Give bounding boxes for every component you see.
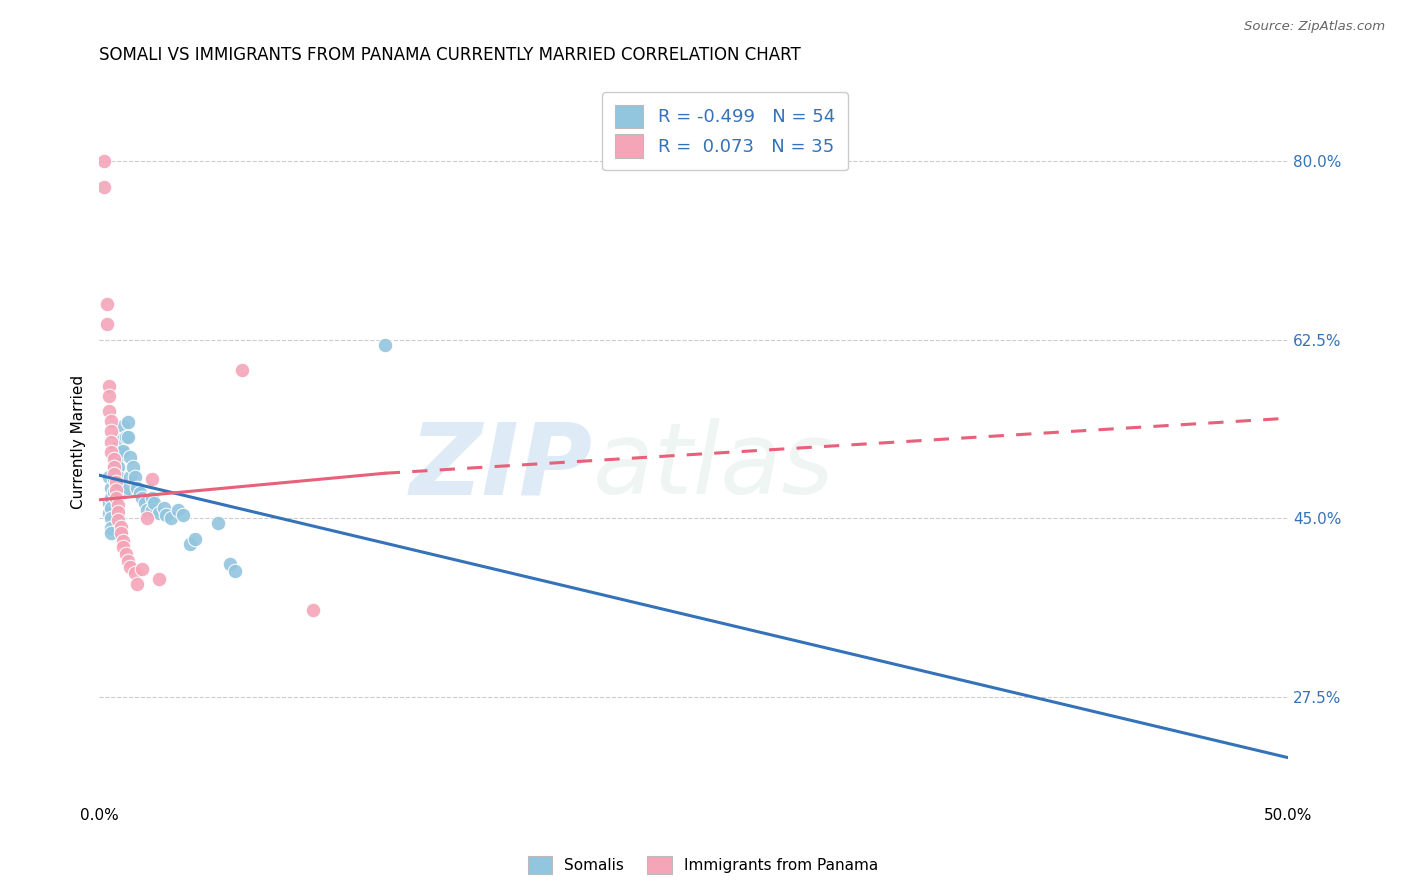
Point bbox=[112, 484, 135, 499]
Point bbox=[231, 363, 253, 377]
Point bbox=[148, 572, 170, 586]
Point bbox=[152, 500, 174, 515]
Point bbox=[110, 526, 132, 541]
Point bbox=[103, 467, 125, 482]
Legend: Somalis, Immigrants from Panama: Somalis, Immigrants from Panama bbox=[522, 850, 884, 880]
Point bbox=[107, 460, 129, 475]
Point bbox=[100, 434, 122, 449]
Point bbox=[105, 483, 128, 497]
Point bbox=[219, 557, 242, 571]
Point bbox=[97, 378, 120, 392]
Point bbox=[110, 429, 132, 443]
Point bbox=[93, 154, 115, 169]
Point bbox=[128, 485, 150, 500]
Point bbox=[100, 526, 122, 541]
Point bbox=[155, 508, 177, 522]
Point bbox=[100, 481, 122, 495]
Point bbox=[134, 496, 156, 510]
Point bbox=[105, 491, 128, 505]
Point bbox=[159, 511, 181, 525]
Point bbox=[120, 470, 142, 484]
Point bbox=[100, 445, 122, 459]
Point bbox=[103, 460, 125, 475]
Point bbox=[112, 443, 135, 458]
Point bbox=[107, 498, 129, 512]
Point bbox=[100, 414, 122, 428]
Point bbox=[374, 338, 396, 352]
Point bbox=[107, 513, 129, 527]
Point bbox=[172, 508, 194, 522]
Point bbox=[100, 511, 122, 525]
Text: Source: ZipAtlas.com: Source: ZipAtlas.com bbox=[1244, 20, 1385, 33]
Point bbox=[100, 521, 122, 535]
Point bbox=[97, 506, 120, 520]
Point bbox=[105, 475, 128, 490]
Point bbox=[148, 506, 170, 520]
Point bbox=[141, 472, 163, 486]
Point bbox=[224, 564, 246, 578]
Point bbox=[124, 470, 146, 484]
Point bbox=[103, 472, 125, 486]
Point bbox=[97, 496, 120, 510]
Legend: R = -0.499   N = 54, R =  0.073   N = 35: R = -0.499 N = 54, R = 0.073 N = 35 bbox=[602, 92, 848, 170]
Point bbox=[112, 533, 135, 548]
Point bbox=[114, 429, 136, 443]
Point bbox=[97, 389, 120, 403]
Point bbox=[117, 554, 139, 568]
Point bbox=[96, 297, 118, 311]
Point bbox=[103, 484, 125, 499]
Point bbox=[167, 503, 190, 517]
Point bbox=[120, 450, 142, 464]
Text: SOMALI VS IMMIGRANTS FROM PANAMA CURRENTLY MARRIED CORRELATION CHART: SOMALI VS IMMIGRANTS FROM PANAMA CURRENT… bbox=[100, 46, 801, 64]
Point bbox=[183, 532, 205, 546]
Text: ZIP: ZIP bbox=[411, 418, 593, 516]
Point bbox=[117, 429, 139, 443]
Point bbox=[141, 491, 163, 505]
Point bbox=[131, 562, 153, 576]
Y-axis label: Currently Married: Currently Married bbox=[72, 375, 86, 508]
Point bbox=[112, 432, 135, 446]
Point bbox=[117, 415, 139, 429]
Point bbox=[103, 452, 125, 467]
Point bbox=[107, 505, 129, 519]
Point bbox=[93, 179, 115, 194]
Point bbox=[127, 481, 149, 495]
Point bbox=[136, 511, 159, 525]
Point bbox=[105, 470, 128, 484]
Point bbox=[110, 520, 132, 534]
Point bbox=[107, 481, 129, 495]
Point bbox=[179, 536, 201, 550]
Point bbox=[127, 577, 149, 591]
Point bbox=[302, 603, 325, 617]
Point bbox=[96, 318, 118, 332]
Point bbox=[121, 460, 143, 475]
Point bbox=[107, 440, 129, 454]
Point bbox=[100, 491, 122, 505]
Point bbox=[143, 496, 166, 510]
Point bbox=[105, 460, 128, 475]
Text: atlas: atlas bbox=[593, 418, 835, 516]
Point bbox=[112, 419, 135, 434]
Point bbox=[136, 503, 159, 517]
Point bbox=[117, 481, 139, 495]
Point bbox=[100, 425, 122, 439]
Point bbox=[103, 460, 125, 475]
Point bbox=[107, 450, 129, 464]
Point bbox=[131, 491, 153, 505]
Point bbox=[207, 516, 229, 531]
Point bbox=[141, 503, 163, 517]
Point bbox=[97, 404, 120, 418]
Point bbox=[120, 560, 142, 574]
Point bbox=[105, 450, 128, 464]
Point bbox=[107, 470, 129, 484]
Point bbox=[100, 500, 122, 515]
Point bbox=[112, 540, 135, 554]
Point bbox=[97, 470, 120, 484]
Point bbox=[124, 566, 146, 581]
Point bbox=[114, 547, 136, 561]
Point bbox=[110, 442, 132, 456]
